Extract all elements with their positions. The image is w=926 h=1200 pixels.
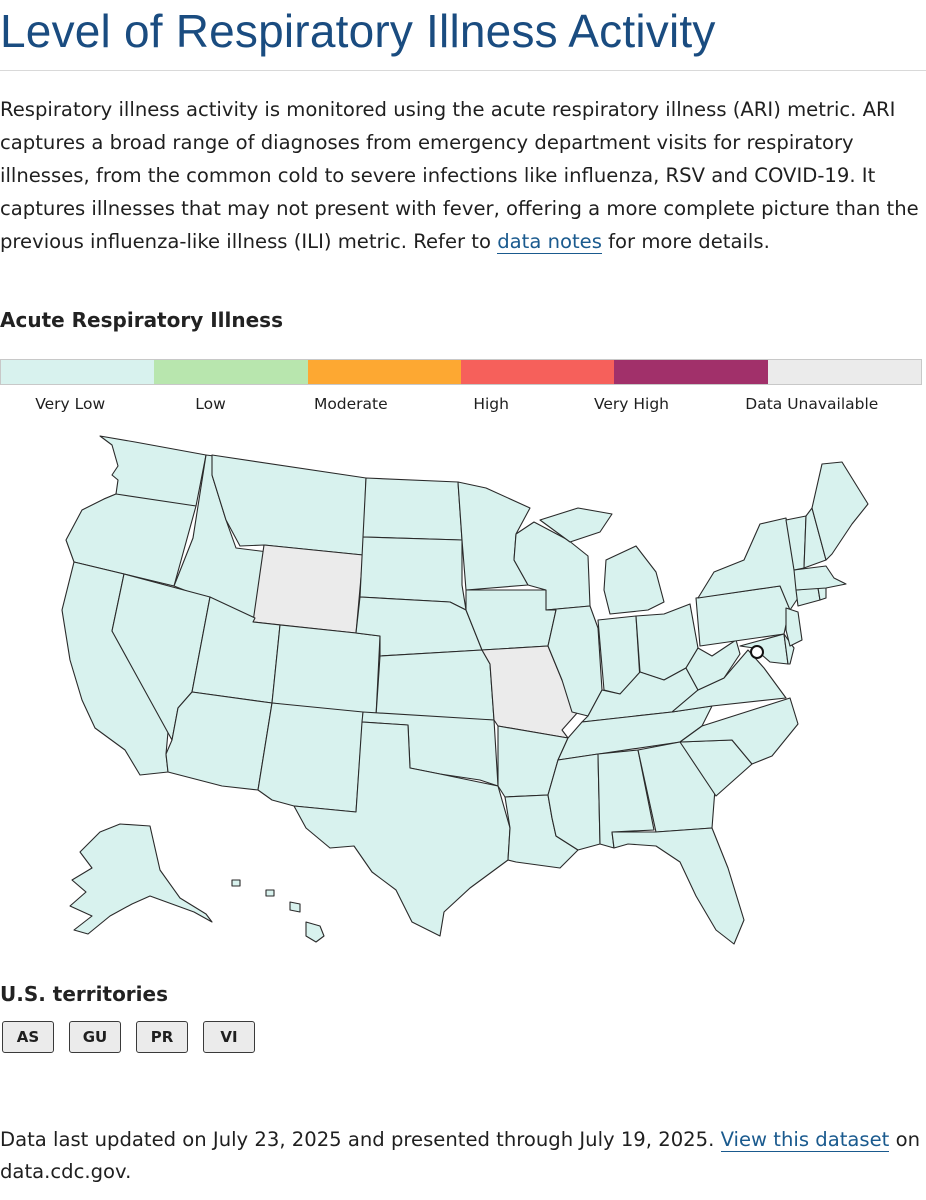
state-montana[interactable]	[211, 454, 367, 556]
intro-paragraph: Respiratory illness activity is monitore…	[0, 93, 920, 258]
state-massachusetts[interactable]	[793, 565, 847, 591]
title-divider	[0, 70, 926, 71]
state-hawaii-oahu[interactable]	[265, 889, 275, 897]
legend-color-bar	[0, 359, 922, 385]
state-hawaii-maui[interactable]	[289, 901, 301, 913]
territory-button-gu[interactable]: GU	[69, 1021, 121, 1053]
territory-buttons: AS GU PR VI	[2, 1021, 255, 1053]
intro-text-end: for more details.	[601, 230, 770, 253]
legend-label-high: High	[473, 395, 509, 413]
legend-swatch-data-unavailable	[767, 360, 921, 384]
legend-label-moderate: Moderate	[313, 395, 388, 413]
state-north-dakota[interactable]	[362, 477, 463, 541]
us-state-map	[61, 435, 869, 945]
data-notes-link[interactable]: data notes	[497, 230, 602, 254]
state-west-virginia[interactable]	[685, 639, 741, 691]
state-maine[interactable]	[811, 461, 869, 561]
legend-label-very-low: Very Low	[35, 395, 106, 413]
legend-swatch-high	[460, 360, 615, 384]
state-hawaii-big-island[interactable]	[305, 921, 325, 943]
legend-labels: Very Low Low Moderate High Very High Dat…	[0, 395, 922, 413]
page-title: Level of Respiratory Illness Activity	[0, 5, 716, 57]
view-dataset-link[interactable]: View this dataset	[720, 1128, 890, 1152]
district-of-columbia-marker[interactable]	[750, 645, 764, 659]
legend-swatch-very-low	[1, 360, 155, 384]
state-alaska[interactable]	[69, 823, 213, 935]
state-arizona[interactable]	[165, 691, 273, 791]
intro-text: Respiratory illness activity is monitore…	[0, 98, 919, 253]
state-new-mexico[interactable]	[257, 702, 364, 813]
legend-swatch-low	[154, 360, 308, 384]
legend-swatch-very-high	[614, 360, 768, 384]
state-rhode-island[interactable]	[817, 587, 827, 601]
legend-label-data-unavailable: Data Unavailable	[745, 395, 879, 413]
state-michigan-upper[interactable]	[539, 507, 613, 543]
state-kansas[interactable]	[375, 649, 495, 721]
footer-text: Data last updated on July 23, 2025 and p…	[0, 1128, 721, 1151]
state-wyoming[interactable]	[252, 544, 364, 634]
state-florida[interactable]	[611, 827, 745, 945]
state-iowa[interactable]	[465, 589, 557, 651]
territory-button-as[interactable]: AS	[2, 1021, 54, 1053]
state-michigan[interactable]	[603, 545, 665, 615]
state-new-jersey[interactable]	[785, 607, 803, 647]
state-colorado[interactable]	[271, 624, 381, 717]
state-mississippi[interactable]	[547, 753, 601, 851]
legend-swatch-moderate	[307, 360, 461, 384]
legend-label-low: Low	[195, 395, 226, 413]
territories-title: U.S. territories	[0, 982, 168, 1006]
state-texas[interactable]	[293, 721, 511, 937]
legend-title: Acute Respiratory Illness	[0, 308, 283, 332]
footer-text-end: on data.cdc.gov.	[0, 1128, 920, 1183]
territory-button-vi[interactable]: VI	[203, 1021, 255, 1053]
state-illinois[interactable]	[545, 605, 603, 717]
state-connecticut[interactable]	[795, 587, 821, 607]
legend-label-very-high: Very High	[593, 395, 669, 413]
state-north-carolina[interactable]	[679, 697, 799, 765]
footer-note: Data last updated on July 23, 2025 and p…	[0, 1124, 924, 1188]
territory-button-pr[interactable]: PR	[136, 1021, 188, 1053]
state-hawaii-kauai[interactable]	[231, 879, 241, 887]
